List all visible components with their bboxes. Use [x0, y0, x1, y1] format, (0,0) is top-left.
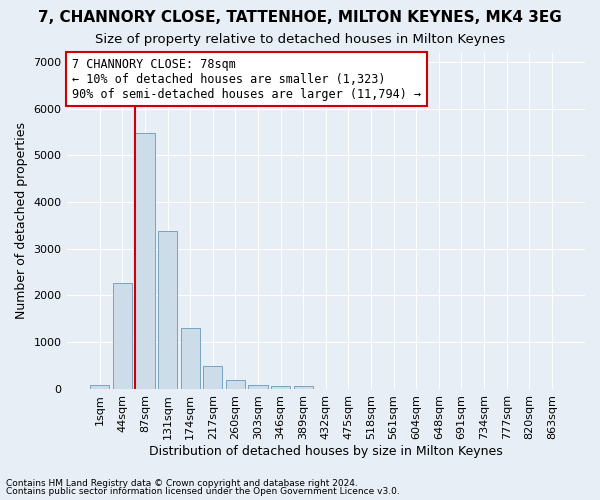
Text: Size of property relative to detached houses in Milton Keynes: Size of property relative to detached ho… [95, 32, 505, 46]
Text: 7, CHANNORY CLOSE, TATTENHOE, MILTON KEYNES, MK4 3EG: 7, CHANNORY CLOSE, TATTENHOE, MILTON KEY… [38, 10, 562, 25]
Bar [248, 385, 268, 389]
Text: Contains public sector information licensed under the Open Government Licence v3: Contains public sector information licen… [6, 487, 400, 496]
Bar [90, 386, 109, 389]
Text: 7 CHANNORY CLOSE: 78sqm
← 10% of detached houses are smaller (1,323)
90% of semi: 7 CHANNORY CLOSE: 78sqm ← 10% of detache… [72, 58, 421, 100]
Bar [181, 328, 200, 389]
X-axis label: Distribution of detached houses by size in Milton Keynes: Distribution of detached houses by size … [149, 444, 503, 458]
Bar [113, 283, 132, 389]
Bar [271, 386, 290, 389]
Bar [203, 366, 223, 389]
Bar [158, 230, 177, 389]
Text: Contains HM Land Registry data © Crown copyright and database right 2024.: Contains HM Land Registry data © Crown c… [6, 478, 358, 488]
Bar [226, 380, 245, 389]
Y-axis label: Number of detached properties: Number of detached properties [15, 122, 28, 319]
Bar [136, 134, 155, 389]
Bar [293, 386, 313, 389]
